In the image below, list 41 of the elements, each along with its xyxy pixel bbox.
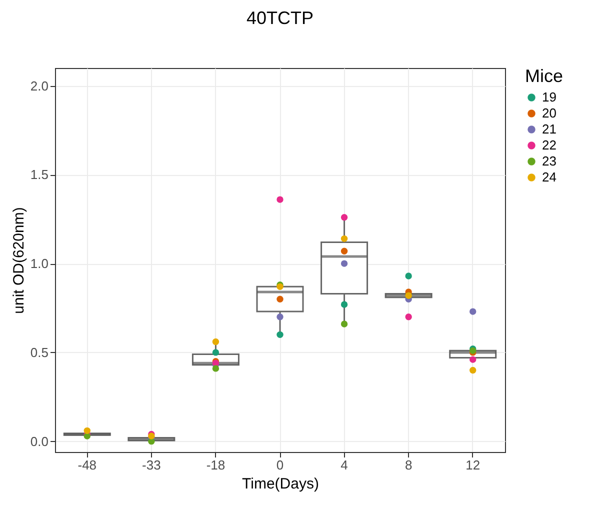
point (340, 301, 348, 308)
point (470, 356, 476, 363)
point (470, 366, 476, 374)
x-tick-label: -33 (142, 458, 161, 472)
x-tick-label: -48 (78, 458, 97, 472)
x-tick-label: 8 (404, 458, 412, 472)
legend-label: 21 (542, 122, 556, 136)
point (340, 248, 348, 254)
point (340, 235, 348, 242)
point (212, 338, 220, 346)
chart-title: 40TCTP (246, 8, 314, 28)
x-tick-label: -18 (206, 458, 226, 472)
y-tick-label: 2.0 (30, 78, 48, 94)
point (340, 214, 348, 221)
point (276, 296, 284, 302)
legend-label: 20 (542, 106, 556, 120)
point (276, 314, 284, 320)
legend-label: 19 (542, 90, 556, 104)
legend-label: 23 (542, 154, 556, 168)
y-tick-label: 1.5 (30, 167, 48, 182)
legend-label: 24 (542, 170, 556, 184)
y-tick-label: 1.0 (30, 256, 48, 272)
y-axis-title: unit OD(620nm) (10, 207, 28, 314)
legend-title: Mice (525, 66, 564, 86)
point (470, 308, 476, 315)
point (340, 320, 348, 328)
point (212, 365, 220, 372)
point (405, 272, 412, 280)
point (276, 331, 284, 338)
y-tick-label: 0.0 (30, 434, 48, 449)
point (212, 349, 220, 356)
x-tick-label: 12 (466, 458, 480, 472)
point (276, 196, 284, 203)
x-tick-label: 0 (276, 458, 284, 472)
point (340, 260, 348, 267)
legend-label: 22 (542, 138, 556, 152)
y-tick-label: 0.5 (30, 344, 48, 360)
x-tick-label: 4 (340, 458, 348, 472)
point (405, 314, 412, 320)
point (84, 427, 90, 434)
x-axis-title: Time(Days) (242, 476, 319, 492)
